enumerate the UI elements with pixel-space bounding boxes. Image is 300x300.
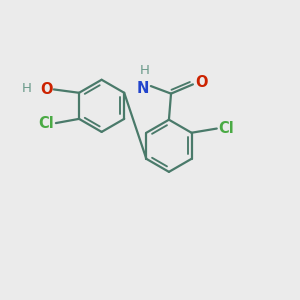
Text: H: H bbox=[22, 82, 32, 95]
Text: O: O bbox=[40, 82, 53, 97]
Text: O: O bbox=[195, 75, 208, 90]
Text: N: N bbox=[137, 81, 149, 96]
Text: H: H bbox=[140, 64, 150, 76]
Text: Cl: Cl bbox=[38, 116, 54, 130]
Text: Cl: Cl bbox=[218, 121, 234, 136]
